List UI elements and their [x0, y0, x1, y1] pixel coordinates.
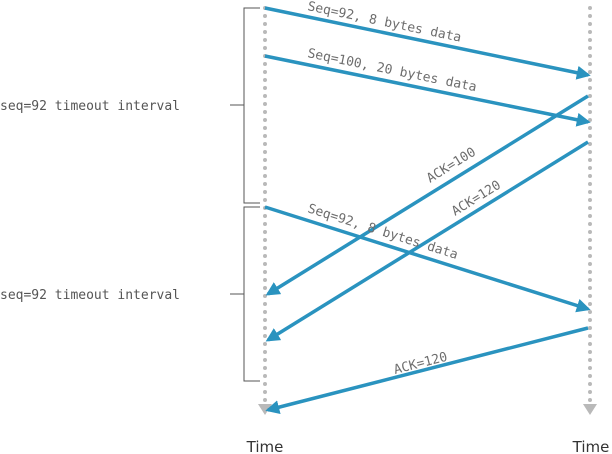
right-time-label: Time	[572, 438, 610, 454]
left-time-label: Time	[246, 438, 284, 454]
timeout-label-1: seq=92 timeout interval	[0, 99, 180, 114]
message-arrow-ack120-final	[265, 326, 589, 415]
timeout-bracket-2	[230, 206, 260, 382]
right-timeline-arrow-icon	[583, 404, 597, 415]
message-arrow-seq100	[264, 54, 591, 127]
message-label-ack120-final: ACK=120	[392, 350, 449, 378]
message-arrow-seq92	[264, 6, 591, 80]
right-timeline	[583, 6, 597, 415]
message-arrow-seq92-retransmit	[264, 205, 591, 313]
timeout-bracket-1	[230, 7, 260, 204]
message-label-seq92-retransmit: Seq=92, 8 bytes data	[306, 202, 460, 263]
left-timeline	[258, 6, 272, 415]
timeout-label-2: seq=92 timeout interval	[0, 288, 180, 303]
message-arrow-ack120	[265, 140, 589, 342]
message-arrow-ack100	[265, 94, 589, 296]
